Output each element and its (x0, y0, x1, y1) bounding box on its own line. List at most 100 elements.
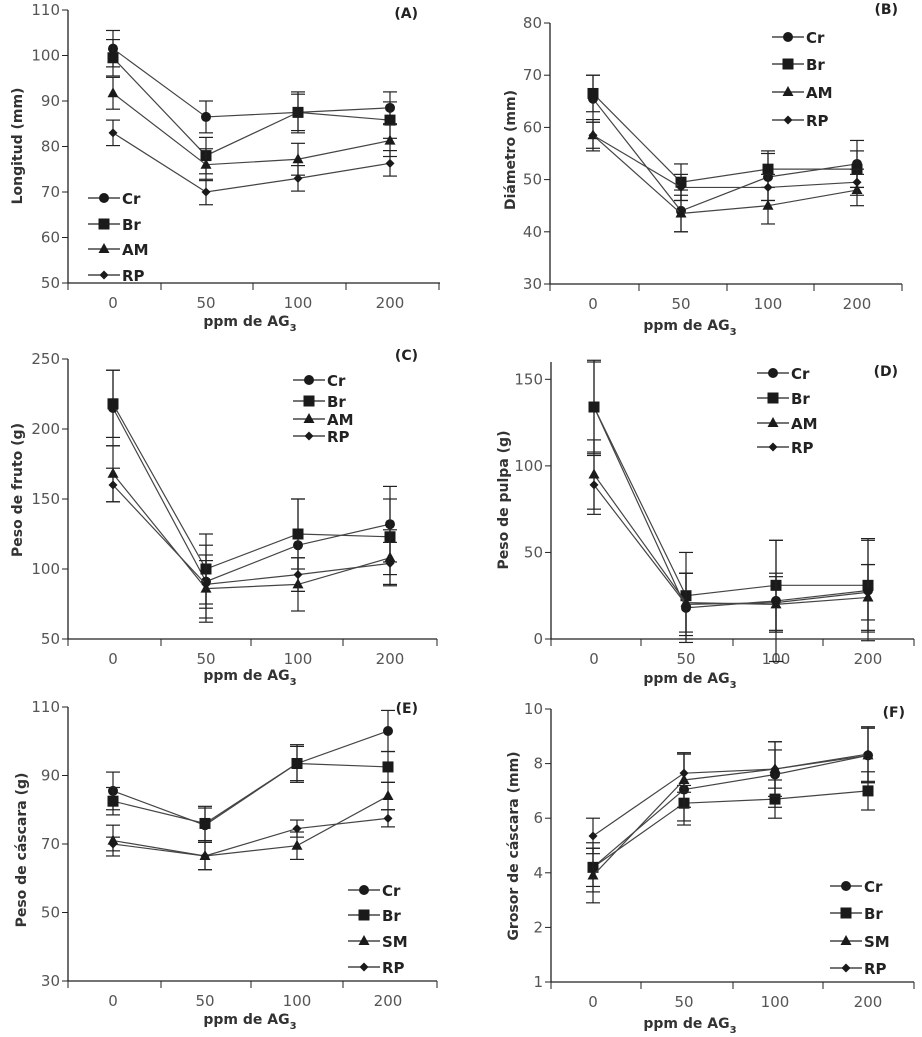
series-line (112, 132, 391, 193)
legend-square-marker (782, 58, 794, 70)
data-point (292, 153, 304, 164)
panel-label: (E) (396, 701, 418, 717)
x-tick-label: 100 (284, 294, 313, 312)
y-tick-label: 40 (523, 223, 542, 241)
legend-diamond-marker (841, 963, 851, 973)
y-axis-label: Grosor de cáscara (mm) (506, 751, 522, 940)
series-line (112, 795, 389, 857)
data-point (200, 158, 212, 169)
y-tick-label: 50 (523, 171, 542, 189)
series-line (593, 406, 869, 609)
y-tick-label: 50 (524, 543, 543, 561)
legend-label: RP (382, 959, 405, 977)
y-tick-label: 8 (533, 755, 543, 773)
legend-triangle-marker (767, 417, 779, 427)
x-tick-label: 200 (843, 295, 872, 313)
panel-label: (A) (394, 6, 418, 22)
legend-label: Br (791, 390, 810, 408)
legend-item-rp: RP (88, 267, 145, 285)
legend-triangle-marker (782, 86, 794, 96)
y-tick-label: 110 (31, 1, 60, 19)
data-point (771, 598, 781, 608)
data-point (675, 207, 687, 218)
y-tick-label: 80 (523, 14, 542, 32)
series-rp (586, 121, 864, 202)
data-point (588, 130, 598, 140)
legend-circle-marker (841, 881, 851, 891)
data-point (293, 173, 303, 183)
data-point (589, 480, 599, 490)
legend-circle-marker (304, 375, 314, 385)
data-point (108, 839, 118, 849)
legend-triangle-marker (303, 413, 315, 423)
legend-label: SM (382, 933, 408, 951)
legend-item-sm: SM (348, 933, 408, 951)
y-tick-label: 10 (524, 700, 543, 718)
data-point (291, 758, 303, 770)
series-br (106, 745, 395, 842)
data-point (763, 182, 773, 192)
data-point (770, 764, 780, 774)
data-point (200, 851, 210, 861)
data-point (588, 401, 600, 413)
legend-item-rp: RP (348, 959, 405, 977)
series-line (112, 817, 389, 857)
series-rp (106, 467, 397, 609)
x-axis-label: ppm de AG3 (203, 668, 296, 688)
legend-label: RP (864, 960, 887, 978)
legend-item-cr: Cr (293, 372, 346, 390)
y-tick-label: 90 (41, 767, 60, 785)
panel-label: (D) (874, 364, 898, 380)
legend-label: RP (806, 112, 829, 130)
y-axis-label: Peso de pulpa (g) (496, 431, 512, 570)
x-axis-label: ppm de AG3 (203, 1012, 296, 1032)
legend-label: Cr (327, 372, 346, 390)
series-line (112, 473, 391, 590)
legend-item-am: AM (772, 84, 833, 102)
legend-diamond-marker (359, 962, 369, 972)
x-axis-label: ppm de AG3 (643, 1016, 736, 1036)
series-line (592, 790, 869, 868)
series-cr (587, 361, 875, 663)
legend-item-am: AM (88, 241, 149, 259)
series-rp (106, 119, 397, 206)
panel-b: 30 40 50 60 70 80 0 50 100 200 ppm de AG3 Diámetro … (503, 2, 903, 338)
panel-c: 50 100 150 200 250 0 50 100 200 ppm de AG3 Peso de… (10, 348, 438, 688)
legend-item-br: Br (830, 905, 883, 923)
legend-diamond-marker (99, 270, 109, 280)
legend-triangle-marker (358, 935, 370, 945)
legend-square-marker (767, 392, 779, 404)
data-point (385, 558, 395, 568)
legend-item-br: Br (757, 390, 810, 408)
y-tick-label: 150 (514, 370, 543, 388)
x-axis-label-main: ppm de AG (643, 1016, 729, 1032)
legend-label: AM (791, 415, 818, 433)
legend-item-rp: RP (830, 960, 887, 978)
legend-label: Cr (806, 29, 825, 47)
legend-label: AM (327, 411, 354, 429)
y-tick-label: 50 (41, 904, 60, 922)
x-tick-label: 200 (374, 992, 403, 1010)
data-point (201, 187, 211, 197)
legend-label: SM (864, 933, 890, 951)
legend-label: Cr (122, 190, 141, 208)
series-br (586, 771, 875, 888)
legend-square-marker (303, 395, 315, 407)
data-point (292, 528, 304, 540)
series-br (106, 38, 397, 175)
x-axis-label: ppm de AG3 (643, 671, 736, 691)
data-point (201, 111, 211, 122)
x-axis-label-main: ppm de AG (203, 314, 289, 330)
legend-diamond-marker (304, 431, 314, 441)
data-point (588, 831, 598, 841)
x-axis-label-subscript: 3 (730, 1025, 737, 1036)
x-tick-label: 100 (284, 650, 313, 668)
x-axis-label-main: ppm de AG (643, 671, 729, 687)
legend-square-marker (840, 907, 852, 919)
panel-a: 50 60 70 80 90 100 110 0 50 100 200 ppm de AG3 Longi… (10, 1, 440, 334)
series-line (112, 403, 391, 570)
x-tick-label: 200 (376, 294, 405, 312)
panel-e: 30 50 70 90 110 0 50 100 200 ppm de AG3 Peso de cá… (14, 698, 438, 1032)
